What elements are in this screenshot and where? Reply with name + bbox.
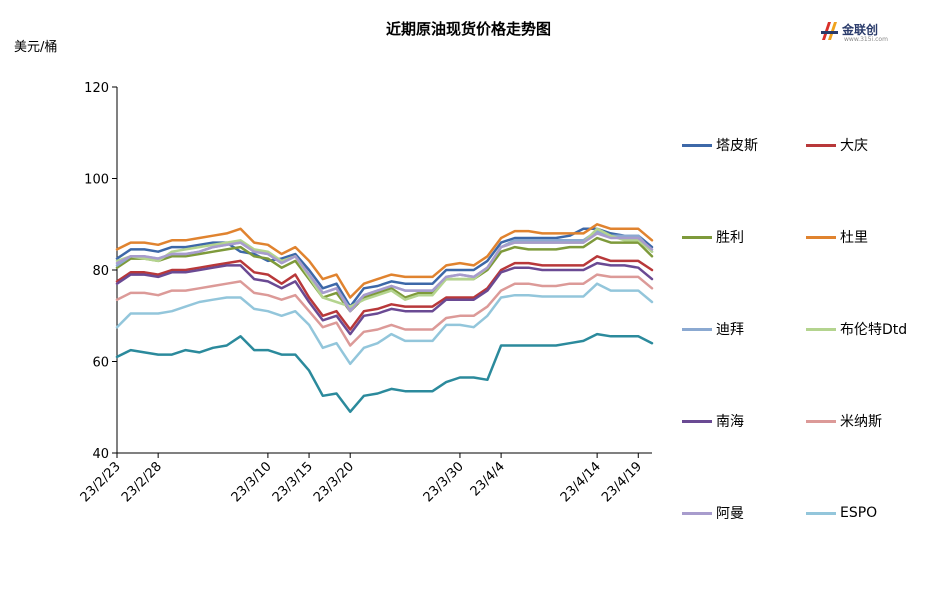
- legend-item: 阿曼: [682, 503, 744, 523]
- logo-mark-icon: [821, 22, 838, 40]
- legend-item: 胜利: [682, 227, 744, 247]
- brand-logo: 金联创 www.315i.com: [820, 18, 898, 46]
- x-tick-label: 23/3/15: [270, 459, 316, 505]
- legend-label: 塔皮斯: [716, 138, 758, 154]
- legend-item: 布伦特Dtd: [806, 319, 907, 339]
- series-line-0: [115, 227, 654, 308]
- legend-swatch: [682, 143, 712, 147]
- legend-label: 米纳斯: [840, 414, 882, 430]
- legend-swatch: [806, 143, 836, 147]
- legend-label: 南海: [716, 414, 744, 430]
- x-tick-label: 23/4/14: [558, 459, 604, 505]
- legend-swatch: [682, 235, 712, 239]
- logo-wordmark: 金联创: [842, 23, 879, 37]
- series-line-9: [115, 282, 654, 366]
- legend-label: 布伦特Dtd: [840, 322, 908, 338]
- legend-item: 南海: [682, 411, 744, 431]
- series-line-7: [115, 273, 654, 347]
- y-tick-label: 80: [92, 264, 109, 279]
- legend-swatch: [682, 419, 712, 423]
- logo-url: www.315i.com: [844, 36, 888, 43]
- series-line-10: [115, 332, 654, 414]
- y-tick-label: 120: [84, 81, 109, 96]
- legend-label: 胜利: [716, 230, 744, 246]
- legend-label: 迪拜: [716, 322, 744, 338]
- legend-swatch: [682, 511, 712, 515]
- legend-item: ESPO: [806, 503, 877, 523]
- legend-label: 阿曼: [716, 506, 744, 522]
- legend-swatch: [806, 419, 836, 423]
- series-line-1: [115, 255, 654, 331]
- y-tick-label: 100: [84, 173, 109, 188]
- y-tick-label: 40: [92, 447, 109, 462]
- legend-swatch: [806, 327, 836, 331]
- chart-series: [115, 223, 654, 414]
- series-line-3: [115, 223, 654, 299]
- legend-label: 杜里: [840, 230, 868, 246]
- x-tick-label: 23/4/19: [599, 459, 645, 505]
- x-tick-label: 23/3/30: [421, 459, 467, 505]
- legend-swatch: [682, 327, 712, 331]
- series-line-6: [115, 261, 654, 336]
- legend-item: 迪拜: [682, 319, 744, 339]
- chart-title: 近期原油现货价格走势图: [385, 20, 551, 38]
- series-line-2: [115, 236, 654, 313]
- y-tick-label: 60: [92, 356, 109, 371]
- series-line-8: [115, 232, 654, 313]
- legend-item: 塔皮斯: [682, 135, 758, 155]
- legend-label: 大庆: [840, 138, 868, 154]
- legend-item: 大庆: [806, 135, 868, 155]
- x-tick-label: 23/2/23: [78, 459, 124, 505]
- y-axis-unit-label: 美元/桶: [14, 40, 58, 55]
- legend-item: 米纳斯: [806, 411, 882, 431]
- x-tick-label: 23/2/28: [119, 459, 165, 505]
- x-tick-label: 23/4/4: [468, 459, 508, 499]
- x-tick-label: 23/3/10: [229, 459, 275, 505]
- x-tick-label: 23/3/20: [311, 459, 357, 505]
- legend-label: ESPO: [840, 505, 878, 521]
- legend-swatch: [806, 511, 836, 515]
- legend-item: 杜里: [806, 227, 868, 247]
- legend-swatch: [806, 235, 836, 239]
